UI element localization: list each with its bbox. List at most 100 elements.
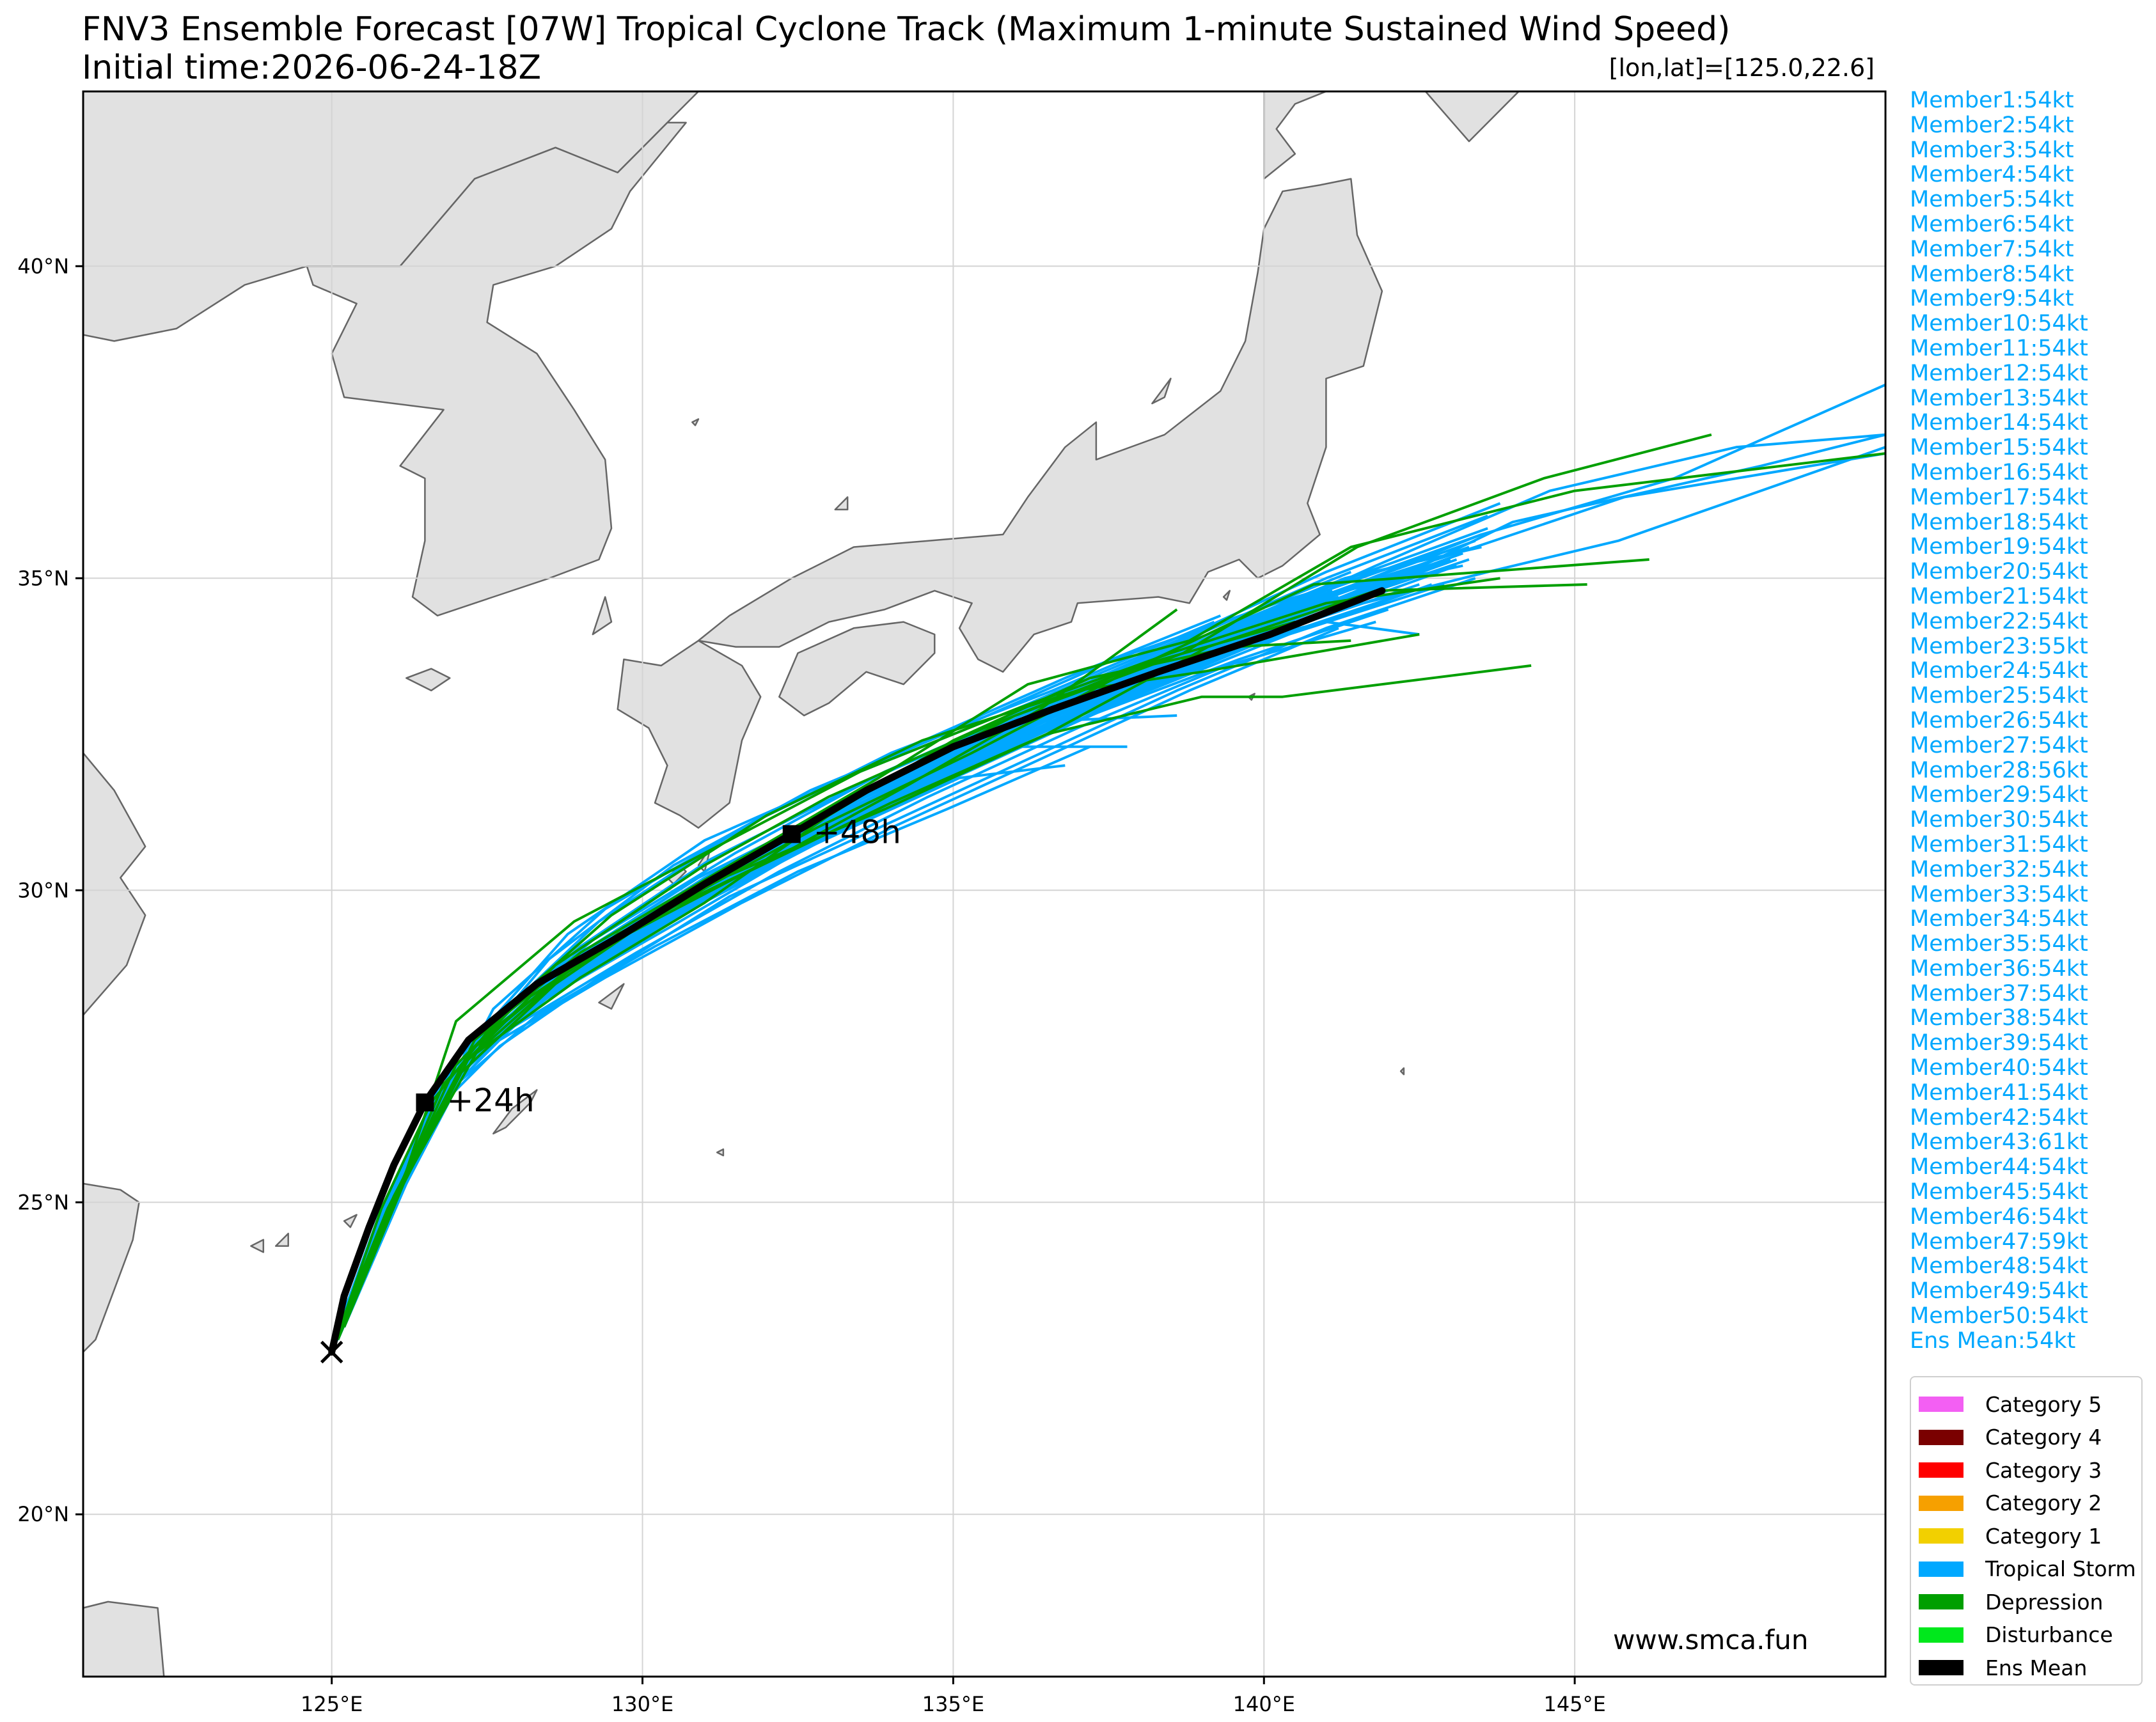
minamidaito-land xyxy=(716,1148,725,1157)
member-entry: Member43:61kt xyxy=(1910,1129,2088,1155)
lon-tick-label: 145°E xyxy=(1543,1692,1605,1716)
start-position-label: [lon,lat]=[125.0,22.6] xyxy=(1609,54,1875,82)
legend-label: Ens Mean xyxy=(1985,1655,2088,1680)
lon-tick-label: 130°E xyxy=(611,1692,673,1716)
legend-swatch xyxy=(1919,1561,1963,1577)
member-entry: Member40:54kt xyxy=(1910,1055,2088,1081)
member-intensity-list: Member1:54kt Member2:54kt Member3:54kt Memb… xyxy=(1910,88,2088,1354)
legend-label: Disturbance xyxy=(1985,1622,2113,1647)
depression-track xyxy=(336,620,1296,1340)
member-entry: Member35:54kt xyxy=(1910,931,2088,957)
tropical-storm-track xyxy=(330,570,1389,1353)
lat-tick-label: 20°N xyxy=(17,1502,69,1526)
legend-swatch xyxy=(1919,1660,1963,1675)
member-entry: Member2:54kt xyxy=(1910,112,2074,138)
axis-ticks: 125°E 130°E 135°E 140°E 145°E 20°N 25°N 30°N 35°… xyxy=(17,254,1605,1716)
gridlines xyxy=(83,91,1885,1677)
depression-track xyxy=(330,558,1649,1347)
okinawa-land xyxy=(492,1089,538,1135)
member-entry: Member46:54kt xyxy=(1910,1203,2088,1230)
member-entry: Member5:54kt xyxy=(1910,187,2074,213)
plot-frame xyxy=(82,90,1887,1678)
member-entry: Member39:54kt xyxy=(1910,1030,2088,1056)
member-entry: Member15:54kt xyxy=(1910,435,2088,461)
track-layer xyxy=(328,383,1885,1356)
member-entry: Member38:54kt xyxy=(1910,1005,2088,1031)
intensity-legend: Category 5 Category 4 Category 3 Category 2… xyxy=(1910,1376,2143,1686)
member-entry: Member8:54kt xyxy=(1910,261,2074,287)
tropical-storm-track xyxy=(336,608,1321,1334)
lat-tick-label: 35°N xyxy=(17,566,69,590)
member-entry: Member28:56kt xyxy=(1910,757,2088,783)
member-entry: Member22:54kt xyxy=(1910,608,2088,634)
member-entry: Member49:54kt xyxy=(1910,1278,2088,1304)
legend-label: Category 4 xyxy=(1985,1425,2102,1450)
legend-item: Category 4 xyxy=(1919,1421,2102,1454)
lat-tick-label: 30°N xyxy=(17,878,69,902)
member-entry: Member25:54kt xyxy=(1910,683,2088,709)
miyako-land xyxy=(343,1214,358,1228)
member-entry: Member3:54kt xyxy=(1910,137,2074,163)
tropical-storm-track xyxy=(330,627,1339,1353)
member-entry: Member29:54kt xyxy=(1910,782,2088,808)
lat-tick-label: 40°N xyxy=(17,254,69,278)
member-entry: Member23:55kt xyxy=(1910,633,2088,659)
tropical-storm-track xyxy=(336,608,1389,1340)
tropical-storm-track xyxy=(343,577,1476,1322)
iriomote-land xyxy=(250,1239,265,1253)
legend-swatch xyxy=(1919,1594,1963,1609)
tropical-storm-track xyxy=(336,589,1414,1334)
member-entry: Member47:59kt xyxy=(1910,1228,2088,1255)
honshu-land xyxy=(697,178,1383,673)
tropical-storm-track xyxy=(336,608,1296,1334)
lat-tick-label: 25°N xyxy=(17,1190,69,1214)
member-entry: Member36:54kt xyxy=(1910,955,2088,982)
member-entry: Member48:54kt xyxy=(1910,1253,2088,1280)
legend-label: Category 2 xyxy=(1985,1491,2102,1515)
legend-item: Category 2 xyxy=(1919,1487,2102,1520)
member-entry: Member44:54kt xyxy=(1910,1154,2088,1180)
chichijima-land xyxy=(1399,1067,1405,1076)
mainland-china-south-land xyxy=(83,752,146,1116)
legend-item: Category 1 xyxy=(1919,1519,2102,1553)
lon-tick-label: 135°E xyxy=(922,1692,984,1716)
legend-item: Disturbance xyxy=(1919,1618,2113,1652)
lon-tick-label: 125°E xyxy=(301,1692,363,1716)
member-entry: Member9:54kt xyxy=(1910,286,2074,312)
legend-label: Tropical Storm xyxy=(1985,1556,2136,1581)
member-entry: Member19:54kt xyxy=(1910,534,2088,560)
tropical-storm-track xyxy=(336,627,1265,1340)
member-entry: Member20:54kt xyxy=(1910,559,2088,585)
legend-label: Category 3 xyxy=(1985,1457,2102,1483)
member-entry: Member37:54kt xyxy=(1910,980,2088,1006)
member-entry: Member1:54kt xyxy=(1910,88,2074,113)
tropical-storm-track xyxy=(343,714,1177,1322)
member-entry: Member4:54kt xyxy=(1910,162,2074,188)
tropical-storm-track xyxy=(330,583,1445,1347)
member-entry: Member27:54kt xyxy=(1910,732,2088,758)
member-entry: Member11:54kt xyxy=(1910,335,2088,361)
legend-item: Ens Mean xyxy=(1919,1651,2087,1684)
shikoku-land xyxy=(778,621,936,717)
legend-label: Depression xyxy=(1985,1589,2104,1615)
forecast-time-label: +24h xyxy=(446,1082,534,1119)
member-entry: Member31:54kt xyxy=(1910,831,2088,857)
legend-swatch xyxy=(1919,1528,1963,1544)
member-entry: Member10:54kt xyxy=(1910,311,2088,337)
start-x-marker xyxy=(320,1340,343,1364)
legend-item: Category 3 xyxy=(1919,1453,2102,1487)
jeju-land xyxy=(405,668,451,692)
member-entry: Member41:54kt xyxy=(1910,1079,2088,1106)
ishigaki-land xyxy=(274,1232,289,1247)
legend-swatch xyxy=(1919,1627,1963,1643)
legend-item: Category 5 xyxy=(1919,1388,2102,1421)
legend-label: Category 1 xyxy=(1985,1523,2102,1549)
member-entry: Member14:54kt xyxy=(1910,410,2088,436)
depression-track xyxy=(336,583,1587,1334)
legend-swatch xyxy=(1919,1429,1963,1445)
member-entry: Member6:54kt xyxy=(1910,211,2074,237)
member-entry: Member17:54kt xyxy=(1910,484,2088,510)
hokkaido-land xyxy=(1263,91,1358,180)
member-entry: Member13:54kt xyxy=(1910,385,2088,411)
